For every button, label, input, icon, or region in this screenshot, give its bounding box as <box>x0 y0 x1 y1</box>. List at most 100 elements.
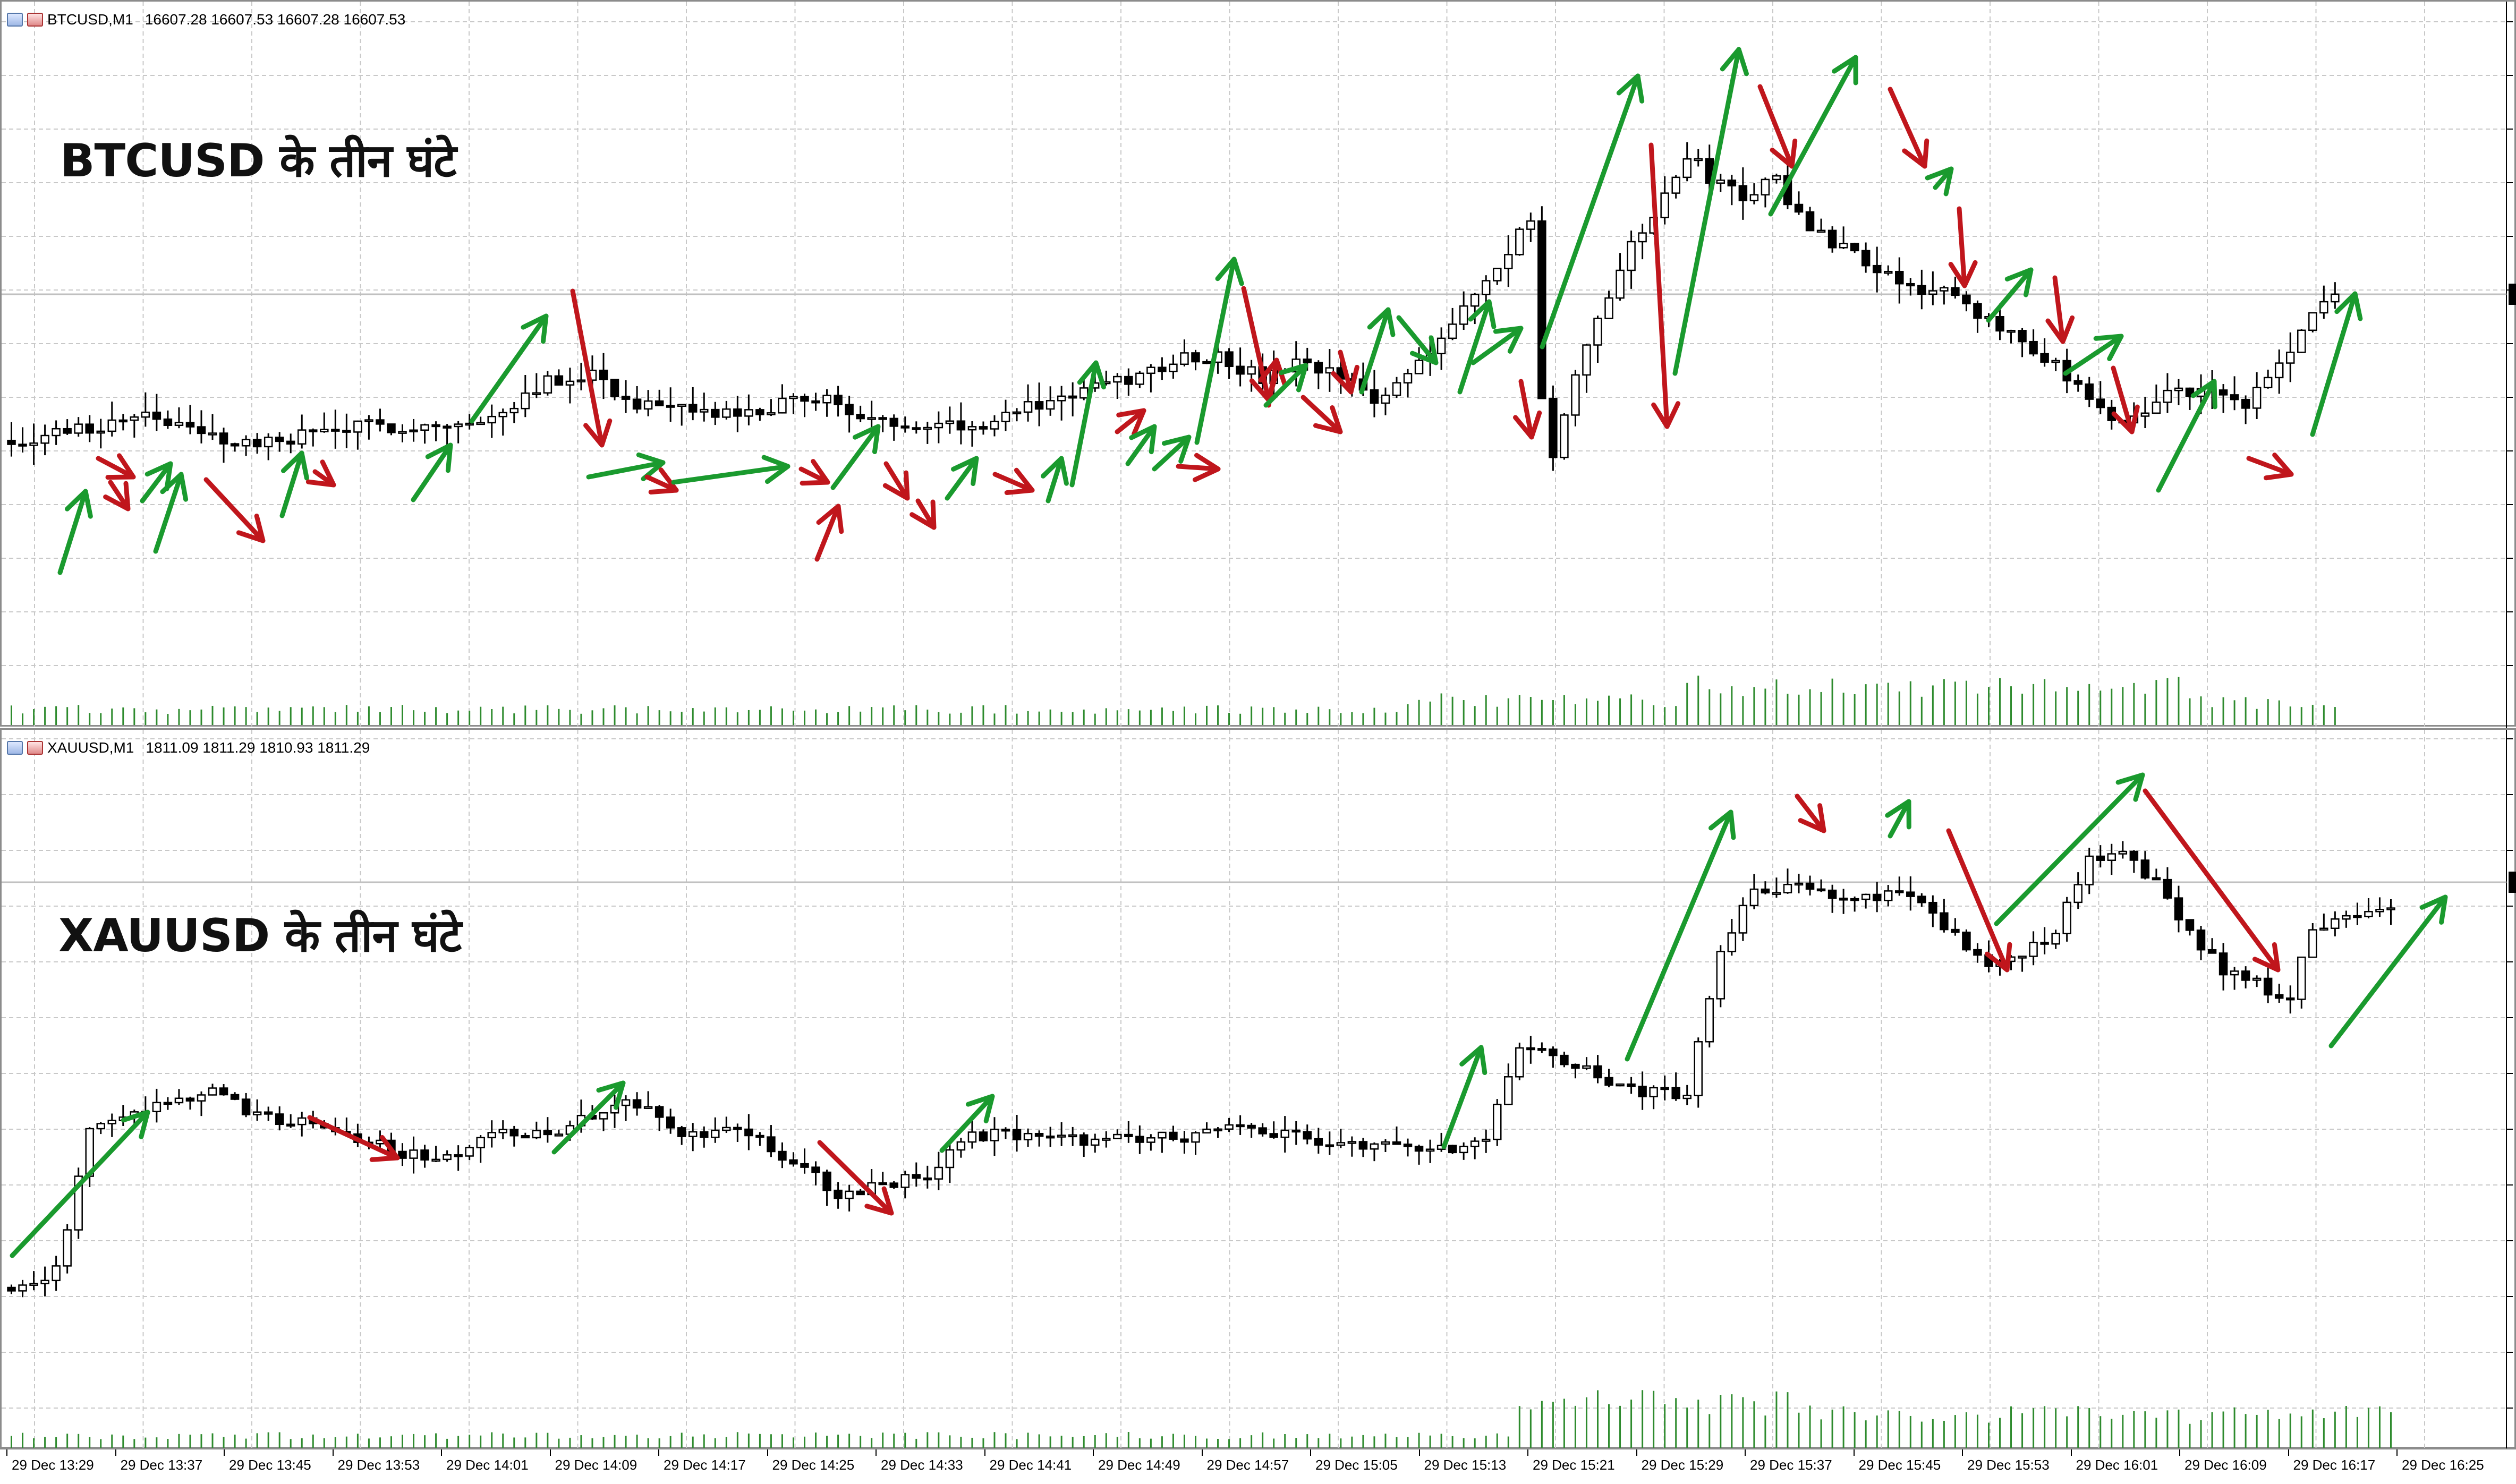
candle[interactable] <box>1549 1046 1558 1068</box>
candle[interactable] <box>1638 1071 1647 1110</box>
candle[interactable] <box>755 1132 764 1146</box>
candle[interactable] <box>1973 300 1982 333</box>
candle[interactable] <box>900 416 910 433</box>
candle[interactable] <box>1593 1055 1602 1084</box>
candle[interactable] <box>1616 1083 1625 1087</box>
candle[interactable] <box>1034 1130 1044 1147</box>
candle[interactable] <box>2285 985 2295 1014</box>
candle[interactable] <box>498 1120 507 1139</box>
candle[interactable] <box>2018 956 2027 972</box>
candle[interactable] <box>118 1105 128 1126</box>
candle[interactable] <box>1414 1145 1424 1165</box>
candle[interactable] <box>1872 882 1882 912</box>
candle[interactable] <box>1604 1069 1613 1088</box>
candle[interactable] <box>1928 271 1937 305</box>
candle[interactable] <box>163 1097 173 1110</box>
candle[interactable] <box>643 390 653 416</box>
candle[interactable] <box>2163 373 2172 413</box>
candle[interactable] <box>1716 174 1726 192</box>
candle[interactable] <box>677 404 686 426</box>
candle[interactable] <box>2319 285 2328 319</box>
candle[interactable] <box>733 1123 742 1142</box>
candle[interactable] <box>677 1125 686 1145</box>
candle[interactable] <box>1727 919 1737 956</box>
candle[interactable] <box>1649 1085 1658 1110</box>
candle[interactable] <box>2029 329 2038 356</box>
candle[interactable] <box>1001 1127 1010 1139</box>
candle[interactable] <box>1381 387 1390 415</box>
candle[interactable] <box>487 404 496 438</box>
candle[interactable] <box>811 1161 820 1186</box>
candle[interactable] <box>1571 1063 1580 1079</box>
candle[interactable] <box>845 396 854 433</box>
candle[interactable] <box>420 423 429 444</box>
candle[interactable] <box>1392 1126 1401 1145</box>
candle[interactable] <box>96 1122 105 1135</box>
candle[interactable] <box>1906 876 1915 911</box>
candle[interactable] <box>700 393 709 422</box>
candle[interactable] <box>1213 1127 1222 1138</box>
candle[interactable] <box>1962 291 1971 312</box>
candle[interactable] <box>822 389 831 417</box>
candle[interactable] <box>1090 1133 1100 1153</box>
candle[interactable] <box>1012 1115 1022 1152</box>
candle[interactable] <box>1828 226 1837 253</box>
candle[interactable] <box>118 414 128 431</box>
candle[interactable] <box>174 407 184 429</box>
candle[interactable] <box>532 1121 541 1139</box>
candle[interactable] <box>632 386 642 414</box>
candle[interactable] <box>1537 206 1546 399</box>
candle[interactable] <box>1146 1134 1155 1151</box>
candle[interactable] <box>700 1126 709 1148</box>
candle[interactable] <box>476 416 485 425</box>
candle[interactable] <box>1225 348 1234 379</box>
candle[interactable] <box>63 1224 72 1274</box>
candle[interactable] <box>1358 1138 1368 1157</box>
candle[interactable] <box>1582 1057 1591 1071</box>
candle[interactable] <box>2107 843 2116 875</box>
candle[interactable] <box>532 373 541 398</box>
candle[interactable] <box>1169 354 1178 379</box>
candle[interactable] <box>230 1092 240 1101</box>
candle[interactable] <box>2319 914 2328 931</box>
candle[interactable] <box>1481 275 1491 303</box>
candle[interactable] <box>163 410 173 429</box>
candle[interactable] <box>309 428 318 447</box>
candle[interactable] <box>1034 382 1044 427</box>
candle[interactable] <box>1113 373 1122 399</box>
candle[interactable] <box>2364 898 2373 919</box>
candle[interactable] <box>1180 1130 1189 1154</box>
candle[interactable] <box>967 1120 977 1149</box>
candle[interactable] <box>688 1123 698 1152</box>
candle[interactable] <box>1940 285 1949 305</box>
candle[interactable] <box>990 1117 999 1156</box>
chart-window-icon[interactable] <box>7 741 23 755</box>
candle[interactable] <box>29 423 38 465</box>
candle[interactable] <box>1839 226 1848 249</box>
candle[interactable] <box>152 1088 162 1123</box>
chart-window-icon[interactable] <box>7 13 23 27</box>
candle[interactable] <box>822 1170 831 1206</box>
candle[interactable] <box>744 394 753 425</box>
candle[interactable] <box>2252 975 2262 987</box>
candle[interactable] <box>1225 1118 1234 1132</box>
candle[interactable] <box>454 1145 463 1171</box>
candle[interactable] <box>666 387 675 422</box>
candle[interactable] <box>632 1092 642 1116</box>
candle[interactable] <box>688 387 698 421</box>
candle[interactable] <box>654 1105 664 1131</box>
candle[interactable] <box>1436 327 1446 370</box>
candle[interactable] <box>2096 845 2105 868</box>
candle[interactable] <box>2218 384 2228 413</box>
candle[interactable] <box>543 1117 552 1143</box>
candle[interactable] <box>1861 893 1871 909</box>
candle[interactable] <box>52 1256 61 1291</box>
candle[interactable] <box>1459 1142 1468 1160</box>
candle[interactable] <box>2353 902 2362 925</box>
candle[interactable] <box>2163 867 2172 900</box>
candle[interactable] <box>1169 1125 1178 1141</box>
candle[interactable] <box>1303 1124 1312 1145</box>
candle[interactable] <box>219 428 228 463</box>
candle[interactable] <box>666 1108 675 1134</box>
candle[interactable] <box>1202 359 1211 364</box>
